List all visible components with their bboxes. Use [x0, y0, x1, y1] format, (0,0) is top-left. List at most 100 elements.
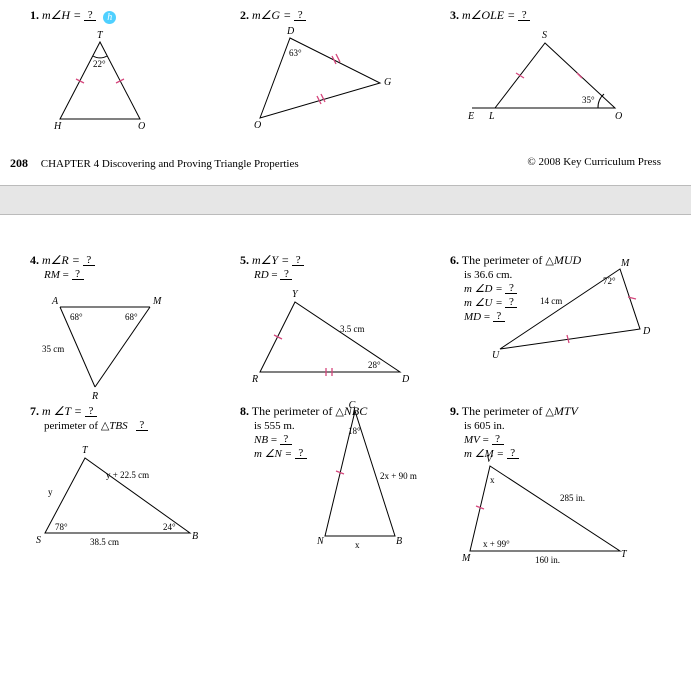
q1-blank: ? — [84, 10, 96, 21]
q1-text: m∠H = — [42, 8, 81, 22]
q6-figure: M U D 72° 14 cm — [480, 254, 680, 364]
pt-O: O — [254, 120, 261, 131]
q9-l3b: = — [480, 434, 492, 446]
q5-blank: ? — [292, 255, 304, 266]
q9-l1b: MTV — [554, 404, 578, 418]
pt-M: M — [461, 553, 471, 564]
q7-sub-b: TBS — [109, 420, 127, 432]
copyright: © 2008 Key Curriculum Press — [527, 156, 661, 171]
pt-G: G — [384, 77, 391, 88]
q7-side-bot: 38.5 cm — [90, 537, 119, 547]
pt-D: D — [401, 374, 410, 385]
q2: 2. m∠G = ? D O G 63° — [240, 8, 450, 134]
q1-figure: T H O 22° — [30, 24, 230, 134]
pt-Y: Y — [292, 289, 299, 300]
q7-num: 7. — [30, 404, 39, 418]
q7-prompt: 7. m ∠T = ? — [30, 404, 240, 419]
q4-sub-label: RM — [44, 269, 60, 281]
q5-sub-label: RD — [254, 269, 269, 281]
q4: 4. m∠R = ? RM = ? A M R 68° 68° 35 cm — [30, 253, 240, 392]
q7-side-top: y + 22.5 cm — [106, 470, 149, 480]
q4-num: 4. — [30, 253, 39, 267]
q6: 6. The perimeter of MUD is 36.6 cm. m ∠D… — [450, 253, 660, 392]
pt-M: M — [152, 296, 162, 307]
pt-O: O — [138, 121, 145, 132]
q4-text: m∠R = — [42, 253, 80, 267]
q2-prompt: 2. m∠G = ? — [240, 8, 450, 23]
q3-blank: ? — [518, 10, 530, 21]
q4-sub: RM = ? — [30, 268, 240, 282]
q3-text: m∠OLE = — [462, 8, 515, 22]
q5-sub-blank: ? — [280, 269, 292, 280]
q9-figure: V M T x 285 in. x + 99° 160 in. — [450, 451, 650, 561]
q5-eq: = — [269, 269, 281, 281]
q7-sub-a: perimeter of — [44, 420, 101, 432]
q9-side-b: 160 in. — [535, 555, 560, 565]
triangle-icon — [545, 404, 553, 418]
q4-eq: = — [60, 269, 72, 281]
q9-num: 9. — [450, 404, 459, 418]
q2-text: m∠G = — [252, 8, 291, 22]
pt-S: S — [542, 30, 547, 41]
q9-prompt: 9. The perimeter of MTV — [450, 404, 660, 419]
q7-ang-s: 78° — [55, 522, 68, 532]
q4-a1: 68° — [70, 312, 83, 322]
q4-sub-blank: ? — [72, 269, 84, 280]
pt-T: T — [621, 549, 628, 560]
q4-prompt: 4. m∠R = ? — [30, 253, 240, 268]
pt-B: B — [396, 536, 402, 547]
q7-blank: ? — [85, 406, 97, 417]
q7-sub: perimeter of TBS ? — [30, 419, 240, 433]
q9-l2: is 605 in. — [450, 419, 660, 433]
q8-l3b: = — [268, 434, 280, 446]
q9-l3c: ? — [492, 434, 504, 445]
row-3: 7. m ∠T = ? perimeter of TBS ? T S B y +… — [0, 396, 691, 565]
chapter-title: CHAPTER 4 Discovering and Proving Triang… — [41, 158, 299, 170]
pt-D: D — [642, 326, 651, 337]
q2-num: 2. — [240, 8, 249, 22]
q8-num: 8. — [240, 404, 249, 418]
pt-S: S — [36, 535, 41, 546]
q7-sub-blank: ? — [136, 420, 148, 431]
pt-M: M — [620, 258, 630, 269]
q8-side-b: x — [355, 540, 360, 550]
q6-num: 6. — [450, 253, 459, 267]
pt-H: H — [53, 121, 62, 132]
pt-T: T — [82, 445, 89, 456]
q9-side-bl: x + 99° — [483, 539, 510, 549]
q5-side: 3.5 cm — [340, 324, 365, 334]
q9-l3a: MV — [464, 434, 480, 446]
q9: 9. The perimeter of MTV is 605 in. MV = … — [450, 404, 660, 561]
row-1: 1. m∠H = ? h T H O 22° 2. m∠G = ? — [0, 0, 691, 138]
help-icon[interactable]: h — [103, 11, 116, 24]
page-divider — [0, 185, 691, 215]
q1-num: 1. — [30, 8, 39, 22]
q3-figure: S L E O 35° — [450, 23, 650, 133]
q5-sub: RD = ? — [240, 268, 450, 282]
q5-angle: 28° — [368, 360, 381, 370]
q2-figure: D O G 63° — [240, 23, 440, 133]
q5-prompt: 5. m∠Y = ? — [240, 253, 450, 268]
q8: 8. The perimeter of NBC is 555 m. NB = ?… — [240, 404, 450, 561]
q3-num: 3. — [450, 8, 459, 22]
q4-a2: 68° — [125, 312, 138, 322]
q7: 7. m ∠T = ? perimeter of TBS ? T S B y +… — [30, 404, 240, 561]
q6-angle: 72° — [603, 276, 616, 286]
q1: 1. m∠H = ? h T H O 22° — [30, 8, 240, 134]
row-2: 4. m∠R = ? RM = ? A M R 68° 68° 35 cm 5.… — [0, 245, 691, 396]
q2-angle: 63° — [289, 48, 302, 58]
pt-A: A — [51, 296, 59, 307]
q9-ang-v: x — [490, 475, 495, 485]
footer-left: 208 CHAPTER 4 Discovering and Proving Tr… — [10, 156, 299, 171]
q6-l5a: MD — [464, 311, 481, 323]
q1-prompt: 1. m∠H = ? h — [30, 8, 240, 24]
q9-l3: MV = ? — [450, 433, 660, 447]
q8-l4a: m ∠N = — [254, 448, 295, 460]
q9-l1a: The perimeter of — [462, 404, 546, 418]
pt-C: C — [349, 401, 356, 411]
q4-blank: ? — [83, 255, 95, 266]
q7-figure: T S B y + 22.5 cm y 38.5 cm 78° 24° — [30, 433, 230, 543]
pt-E: E — [467, 111, 474, 122]
q3: 3. m∠OLE = ? S L E O 35° — [450, 8, 660, 134]
q8-angle: 18° — [348, 426, 361, 436]
